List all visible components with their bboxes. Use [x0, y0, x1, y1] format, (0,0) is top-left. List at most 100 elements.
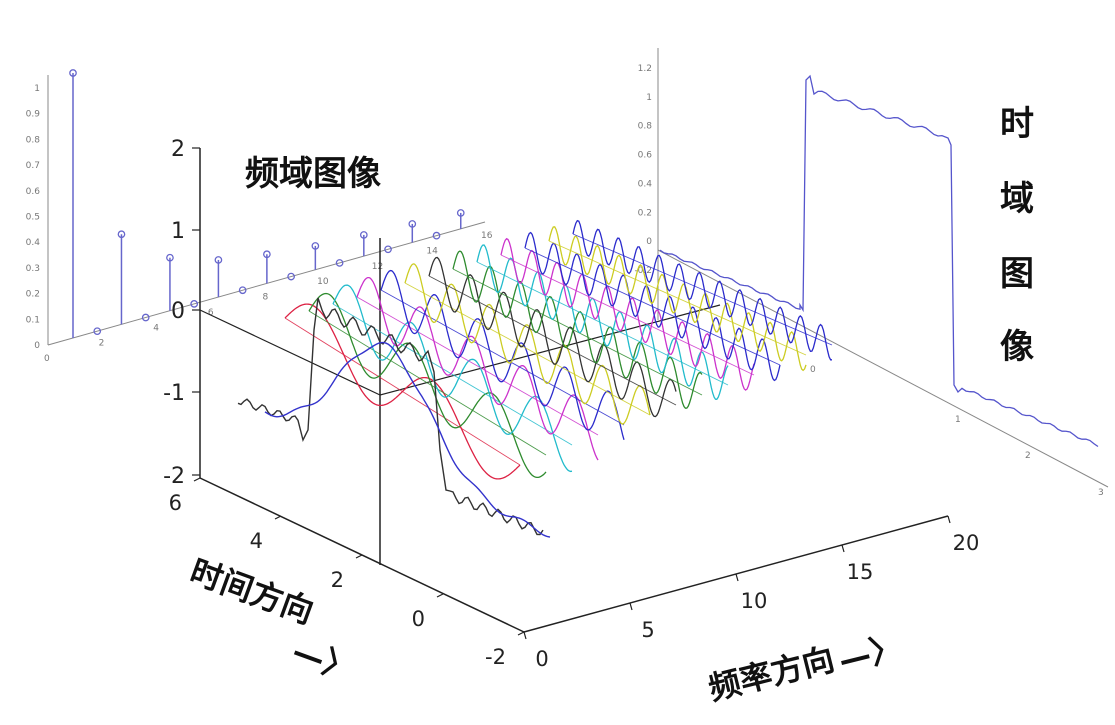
- time-tick-mark: [436, 593, 444, 598]
- harmonic-wave: [428, 256, 677, 418]
- left-stem-x-tick: 4: [153, 323, 159, 333]
- time-tick-label: -2: [485, 645, 506, 669]
- freq-tick-mark: [629, 602, 633, 611]
- left-stem-y-tick: 0.4: [26, 238, 41, 248]
- z-tick-label: -1: [163, 381, 185, 406]
- time-tick-label: 4: [250, 529, 263, 553]
- harmonic-baseline: [500, 254, 755, 376]
- harmonic-baseline: [548, 240, 807, 356]
- left-stem-marker: [432, 231, 441, 240]
- freq-tick-mark: [841, 544, 845, 553]
- left-stem-y-tick: 0.2: [26, 290, 40, 300]
- harmonic-wave: [332, 284, 573, 473]
- freq-direction-label-group: 频率方向: [705, 640, 838, 708]
- harmonic-baseline: [332, 303, 573, 446]
- left-stem-marker: [456, 209, 465, 217]
- harmonic-wave: [404, 263, 651, 425]
- right-y-ticks: 1.210.80.60.40.20-0.2: [634, 64, 652, 276]
- left-stem-x-tick: 10: [317, 277, 329, 287]
- freq-direction-label: 频率方向: [705, 640, 838, 708]
- freq-direction-arrow-group: —〉: [835, 627, 906, 679]
- right-y-tick: 1.2: [638, 64, 652, 74]
- left-stem-x-ticks: 0 2 4 6 8 10 12 14 16: [44, 231, 493, 364]
- left-stem-x-tick: 8: [263, 293, 269, 303]
- time-image-char-1: 时: [1000, 104, 1034, 144]
- freq-tick-label: 0: [535, 647, 548, 671]
- time-direction-label-group: 时间方向: [185, 552, 318, 631]
- left-stem-x-tick: 12: [372, 262, 383, 272]
- freq-tick-mark: [523, 631, 527, 640]
- left-stem-x-tick: 6: [208, 308, 214, 318]
- left-stem-y-tick: 0.8: [26, 135, 41, 145]
- freq-direction-arrow: —〉: [835, 627, 906, 679]
- right-y-tick: 0: [646, 237, 652, 247]
- freq-image-label: 频域图像: [245, 154, 381, 194]
- freq-tick-mark: [947, 515, 951, 524]
- freq-axis-ticks: 0 5 10 15 20: [523, 515, 979, 671]
- time-axis-ticks: 6 4 2 0 -2: [169, 477, 525, 669]
- left-stem-marker: [359, 231, 368, 239]
- right-x-tick: 2: [1025, 451, 1031, 461]
- left-stem-y-tick: 0.6: [26, 187, 41, 197]
- harmonic-baseline: [572, 233, 833, 346]
- time-tick-label: 2: [331, 568, 344, 592]
- time-image-label: 时 域 图 像: [1000, 104, 1034, 367]
- right-x-ticks: 0 1 2 3: [810, 365, 1104, 498]
- left-stem-y-tick: 0.9: [26, 110, 41, 120]
- harmonic-baseline: [404, 282, 651, 416]
- harmonic-wave: [380, 269, 625, 440]
- freq-tick-label: 15: [847, 560, 874, 584]
- left-stem-y-ticks: 1 0.9 0.8 0.7 0.6 0.5 0.4 0.3 0.2 0.1 0: [26, 84, 41, 351]
- right-y-tick: 0.8: [638, 122, 653, 132]
- z-axis-ticks: 2 1 0 -1 -2: [163, 137, 200, 489]
- composite-wave-dark: [237, 297, 544, 536]
- harmonic-wave: [308, 292, 547, 479]
- left-stem-x-tick: 0: [44, 354, 50, 364]
- z-tick-label: 0: [171, 299, 185, 324]
- time-tick-label: 0: [412, 607, 425, 631]
- harmonic-baseline: [452, 268, 703, 396]
- left-stem-x-tick: 14: [426, 246, 438, 256]
- harmonic-wave: [572, 219, 832, 361]
- harmonic-wave: [500, 237, 755, 391]
- time-direction-arrow: —〉: [287, 632, 360, 690]
- z-tick-label: 1: [171, 219, 185, 244]
- left-stem-plot: 10.90.80.70.60.50.40.30.20.10 0246810121…: [26, 69, 493, 364]
- harmonic-wave: [452, 250, 703, 409]
- right-x-tick: 3: [1098, 488, 1104, 498]
- left-stem-marker: [190, 300, 199, 308]
- time-tick-label: 6: [169, 491, 182, 515]
- left-stem-y-tick: 0.7: [26, 161, 40, 171]
- right-y-tick: 1: [646, 93, 652, 103]
- right-x-axis: [657, 249, 1109, 488]
- harmonic-baseline: [308, 310, 547, 456]
- z-tick-label: 2: [171, 137, 185, 162]
- left-stem-marker: [287, 272, 295, 281]
- harmonic-baseline: [356, 296, 599, 436]
- z-tick-label: -2: [163, 464, 185, 489]
- left-stem-x-axis: [47, 221, 486, 346]
- left-stem-y-tick: 0.1: [26, 315, 40, 325]
- harmonic-waves: [284, 219, 833, 480]
- right-y-tick: 0.2: [638, 208, 652, 218]
- harmonic-wave: [476, 244, 729, 400]
- left-stem-x-tick: 16: [481, 231, 493, 241]
- left-stem-marker: [93, 327, 102, 336]
- right-y-tick: 0.6: [638, 151, 653, 161]
- time-image-char-2: 域: [1000, 179, 1034, 219]
- left-stem-y-tick: 0: [34, 341, 40, 351]
- freq-tick-label: 10: [741, 589, 768, 613]
- composite-wave-blue: [264, 341, 551, 538]
- right-x-tick: 1: [955, 415, 961, 425]
- left-stem-y-tick: 1: [34, 84, 40, 94]
- zero-plane-line: [199, 309, 381, 396]
- harmonic-baseline: [428, 275, 677, 406]
- time-image-char-3: 图: [1000, 254, 1034, 294]
- left-stem-marker: [408, 220, 417, 228]
- time-image-char-4: 像: [1000, 327, 1034, 367]
- right-x-tick: 0: [810, 365, 816, 375]
- time-direction-label: 时间方向: [185, 552, 318, 631]
